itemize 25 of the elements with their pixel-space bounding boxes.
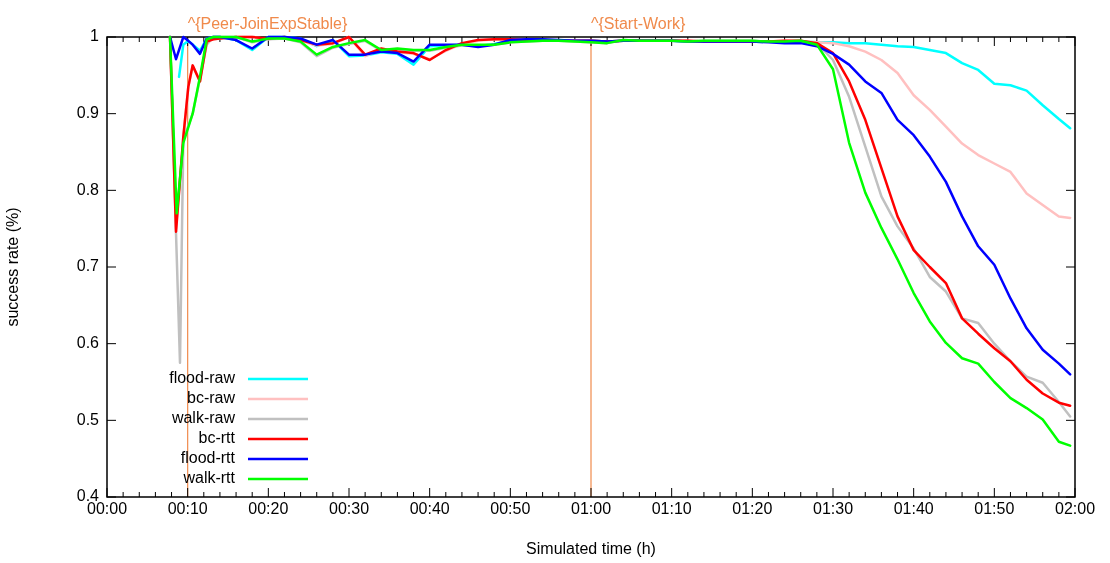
x-tick-label: 01:10 bbox=[651, 500, 692, 518]
x-tick-label: 00:40 bbox=[409, 500, 450, 518]
x-tick-label: 00:50 bbox=[490, 500, 531, 518]
y-tick-label: 0.8 bbox=[76, 180, 100, 198]
x-tick-label: 01:40 bbox=[893, 500, 934, 518]
x-tick-label: 01:00 bbox=[570, 500, 612, 518]
legend-label: bc-rtt bbox=[198, 429, 236, 447]
x-tick-label: 00:10 bbox=[167, 500, 208, 518]
x-tick-label: 00:20 bbox=[248, 500, 289, 518]
y-tick-label: 1 bbox=[90, 27, 100, 45]
x-tick-label: 00:00 bbox=[86, 500, 128, 518]
x-tick-label: 02:00 bbox=[1054, 500, 1096, 518]
y-tick-label: 0.6 bbox=[76, 334, 100, 352]
y-axis-title: success rate (%) bbox=[4, 207, 22, 327]
y-tick-label: 0.9 bbox=[76, 104, 100, 122]
y-tick-label: 0.5 bbox=[76, 410, 100, 428]
x-tick-label: 01:50 bbox=[974, 500, 1015, 518]
ref-line-label: ^{Start-Work} bbox=[591, 15, 687, 33]
x-tick-label: 00:30 bbox=[328, 500, 370, 518]
x-tick-label: 01:30 bbox=[812, 500, 854, 518]
ref-line-label: ^{Peer-JoinExpStable} bbox=[187, 15, 348, 33]
x-tick-label: 01:20 bbox=[732, 500, 773, 518]
x-axis-title: Simulated time (h) bbox=[526, 539, 656, 557]
legend-label: bc-raw bbox=[186, 389, 236, 407]
y-tick-label: 0.7 bbox=[76, 257, 100, 275]
